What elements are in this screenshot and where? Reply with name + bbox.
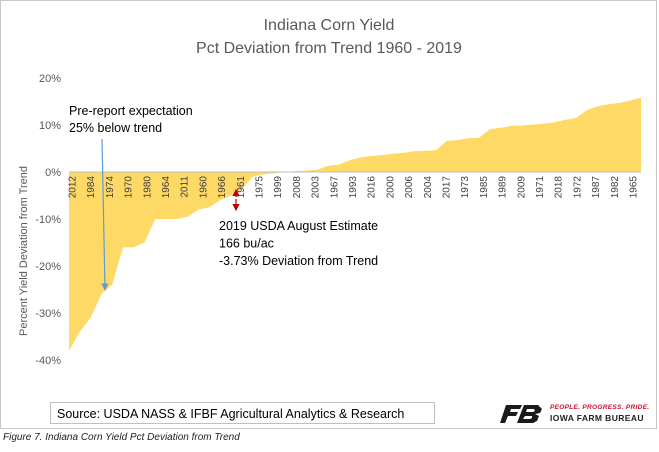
x-tick-label: 1989: [498, 176, 509, 199]
usda-estimate-annotation-text: 166 bu/ac: [219, 237, 274, 251]
pre-report-annotation-text: Pre-report expectation: [69, 104, 193, 118]
pre-report-arrow: [101, 138, 109, 291]
x-tick-label: 2009: [516, 176, 527, 199]
x-tick-label: 2016: [367, 176, 378, 199]
y-tick-label: -20%: [35, 261, 61, 273]
x-tick-label: 1966: [217, 176, 228, 199]
x-tick-label: 2000: [385, 176, 396, 199]
figure-caption: Figure 7. Indiana Corn Yield Pct Deviati…: [3, 432, 240, 443]
chart-frame: Indiana Corn Yield Pct Deviation from Tr…: [0, 0, 657, 429]
y-tick-label: 10%: [39, 120, 61, 132]
x-tick-label: 1999: [273, 176, 284, 199]
x-tick-label: 1975: [255, 176, 266, 199]
x-tick-label: 2004: [423, 176, 434, 199]
x-tick-label: 1972: [572, 176, 583, 199]
chart-subtitle: Pct Deviation from Trend 1960 - 2019: [196, 40, 462, 57]
x-tick-label: 2017: [442, 176, 453, 199]
x-tick-label: 1973: [460, 176, 471, 199]
x-tick-label: 1974: [105, 176, 116, 199]
x-tick-label: 2018: [554, 176, 565, 199]
x-tick-label: 1982: [610, 176, 621, 199]
yield-deviation-area: [69, 97, 641, 351]
logo-name: IOWA FARM BUREAU: [550, 413, 644, 423]
usda-estimate-annotation-text: -3.73% Deviation from Trend: [219, 254, 378, 268]
y-tick-label: -10%: [35, 214, 61, 226]
usda-estimate-annotation-text: 2019 USDA August Estimate: [219, 219, 378, 233]
y-tick-label: -40%: [35, 355, 61, 367]
source-box: Source: USDA NASS & IFBF Agricultural An…: [50, 402, 435, 424]
x-tick-label: 1980: [142, 176, 153, 199]
x-tick-label: 1960: [198, 176, 209, 199]
logo-slogan: PEOPLE. PROGRESS. PRIDE.: [550, 404, 650, 411]
y-tick-label: 20%: [39, 73, 61, 85]
x-tick-label: 2003: [311, 176, 322, 199]
pre-report-annotation-text: 25% below trend: [69, 121, 162, 135]
x-tick-label: 1970: [124, 176, 135, 199]
chart-svg: Indiana Corn Yield Pct Deviation from Tr…: [18, 17, 641, 414]
chart-title: Indiana Corn Yield: [264, 17, 395, 34]
farm-bureau-logo-icon: [500, 405, 542, 423]
farm-bureau-logo: PEOPLE. PROGRESS. PRIDE. IOWA FARM BUREA…: [500, 402, 650, 426]
x-tick-label: 1965: [629, 176, 640, 199]
x-tick-label: 1985: [479, 176, 490, 199]
x-tick-label: 1987: [591, 176, 602, 199]
x-tick-label: 1971: [535, 176, 546, 199]
y-tick-label: 0%: [45, 167, 61, 179]
x-tick-label: 1984: [86, 176, 97, 199]
x-tick-label: 2011: [180, 176, 191, 198]
x-tick-label: 2006: [404, 176, 415, 199]
x-tick-label: 2012: [68, 176, 79, 199]
y-tick-label: -30%: [35, 308, 61, 320]
x-tick-label: 1993: [348, 176, 359, 199]
x-tick-label: 1961: [236, 176, 247, 199]
x-tick-label: 1967: [329, 176, 340, 199]
x-tick-label: 1964: [161, 176, 172, 199]
x-tick-label: 2008: [292, 176, 303, 199]
y-axis-label: Percent Yield Deviation from Trend: [18, 166, 30, 336]
